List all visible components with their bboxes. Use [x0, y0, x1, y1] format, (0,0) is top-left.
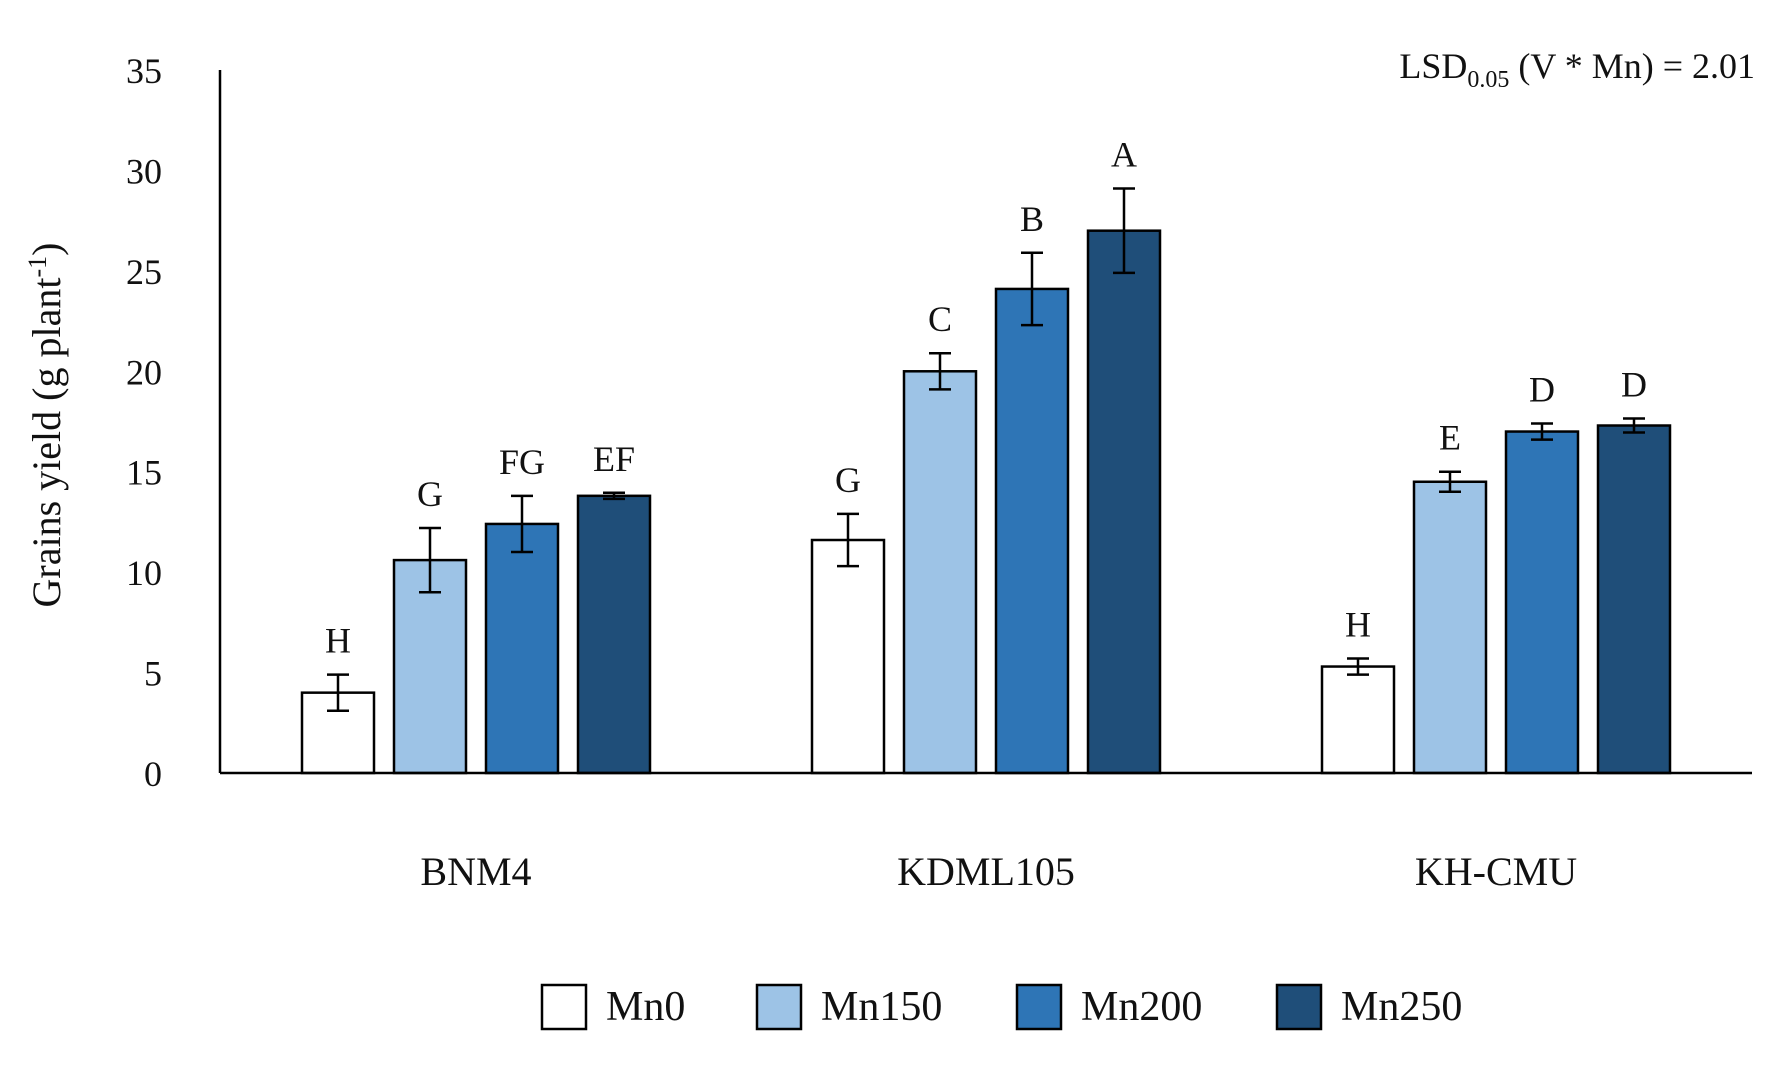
error-bar	[1623, 417, 1645, 434]
legend-item-mn200: Mn200	[1015, 983, 1202, 1031]
y-axis-label: Grains yield (g plant-1)	[23, 243, 69, 608]
error-bar	[1021, 251, 1043, 327]
legend-swatch	[540, 983, 588, 1031]
error-bar	[1347, 657, 1369, 676]
legend-item-mn250: Mn250	[1275, 983, 1462, 1031]
significance-letter: D	[1529, 370, 1555, 410]
error-bar	[1531, 422, 1553, 441]
bars-layer	[300, 229, 1672, 775]
y-tick-label: 20	[126, 352, 162, 392]
significance-letter: FG	[499, 442, 545, 482]
legend-label: Mn0	[606, 984, 685, 1030]
bar-mn200-bnm4	[484, 522, 560, 775]
bar-mn0-kdml105	[810, 538, 886, 775]
bar-mn150-kdml105	[902, 370, 978, 775]
legend-item-mn0: Mn0	[540, 983, 685, 1031]
legend-label: Mn200	[1081, 984, 1202, 1030]
legend: Mn0 Mn150 Mn200 Mn250	[540, 983, 1462, 1031]
error-bar	[419, 526, 441, 594]
y-tick-label: 10	[126, 553, 162, 593]
legend-item-mn150: Mn150	[755, 983, 942, 1031]
x-category-label: BNM4	[420, 849, 531, 894]
y-tick-label: 15	[126, 453, 162, 493]
error-bar	[327, 673, 349, 712]
bar-mn250-kh-cmu	[1596, 424, 1672, 775]
error-bar	[929, 351, 951, 391]
y-axis-ticks: 0 5 10 15 20 25 30 35	[126, 51, 162, 794]
error-bar	[1113, 187, 1135, 275]
legend-label: Mn150	[821, 984, 942, 1030]
significance-letter: D	[1621, 364, 1647, 404]
bar-mn250-kdml105	[1086, 229, 1162, 775]
y-tick-label: 0	[144, 754, 162, 794]
error-bar	[837, 512, 859, 568]
bar-mn150-kh-cmu	[1412, 480, 1488, 775]
legend-label: Mn250	[1341, 984, 1462, 1030]
y-tick-label: 35	[126, 51, 162, 91]
legend-swatch	[755, 983, 803, 1031]
legend-swatch	[1275, 983, 1323, 1031]
significance-letter: B	[1020, 199, 1044, 239]
significance-letter: C	[928, 299, 952, 339]
error-bar	[1439, 470, 1461, 494]
x-category-label: KH-CMU	[1415, 849, 1577, 894]
significance-letter: H	[1345, 605, 1371, 645]
significance-letter: G	[417, 474, 443, 514]
legend-swatch	[1015, 983, 1063, 1031]
bar-mn200-kdml105	[994, 287, 1070, 775]
significance-letter: EF	[593, 439, 635, 479]
error-bar	[511, 494, 533, 554]
significance-letter: H	[325, 621, 351, 661]
significance-letter: G	[835, 460, 861, 500]
y-tick-label: 25	[126, 252, 162, 292]
bar-mn250-bnm4	[576, 494, 652, 775]
x-category-label: KDML105	[897, 849, 1075, 894]
bar-mn200-kh-cmu	[1504, 430, 1580, 775]
error-bars-layer	[327, 187, 1645, 712]
significance-letters-layer: H G FG EF G C B A H E D D	[325, 135, 1647, 661]
y-tick-label: 5	[144, 654, 162, 694]
error-bar	[603, 491, 625, 501]
bar-mn150-bnm4	[392, 558, 468, 775]
significance-letter: E	[1439, 418, 1461, 458]
bar-mn0-kh-cmu	[1320, 665, 1396, 775]
y-tick-label: 30	[126, 151, 162, 191]
x-axis-category-labels: BNM4 KDML105 KH-CMU	[420, 849, 1577, 894]
lsd-annotation: LSD0.05 (V * Mn) = 2.01	[1399, 46, 1755, 93]
significance-letter: A	[1111, 135, 1137, 175]
